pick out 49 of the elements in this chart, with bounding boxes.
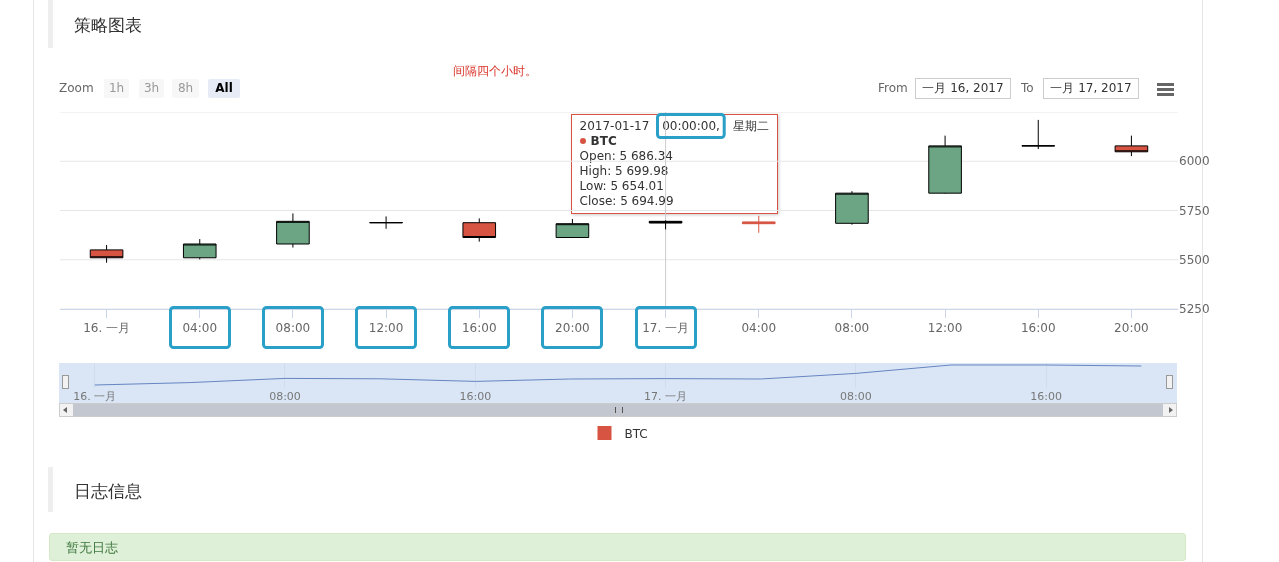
candlestick xyxy=(928,135,962,195)
x-tick-label: 08:00 xyxy=(269,390,301,403)
legend-label: BTC xyxy=(624,426,648,441)
zoom-button: 3h xyxy=(139,79,164,98)
candlestick xyxy=(555,218,590,239)
x-tick-label: 12:00 xyxy=(368,321,404,336)
x-tick-label: 16:00 xyxy=(1030,390,1063,403)
x-tick-label: 20:00 xyxy=(1114,321,1149,336)
candlestick xyxy=(89,244,124,264)
x-tick-label: 04:00 xyxy=(182,321,218,336)
x-tick-label: 20:00 xyxy=(555,321,590,336)
y-tick-label: 5750 xyxy=(1179,203,1210,218)
chart-title: 策略图表 xyxy=(74,14,142,37)
candlestick xyxy=(835,190,869,226)
candlestick xyxy=(462,217,497,243)
text: 间隔四个小时。 xyxy=(453,63,537,80)
date-input: 一月 17, 2017 xyxy=(1043,78,1139,99)
candlestick xyxy=(1021,119,1056,150)
zoom-button: 8h xyxy=(172,79,199,98)
zoom-button: All xyxy=(208,79,240,98)
text: To xyxy=(1021,81,1034,95)
x-tick-label: 16:00 xyxy=(459,390,492,403)
x-tick-label: 16:00 xyxy=(461,321,497,336)
x-tick-label: 08:00 xyxy=(840,390,872,403)
text: 暂无日志 xyxy=(66,539,118,557)
x-tick-label: 17. 一月 xyxy=(644,390,688,403)
text: 日志信息 xyxy=(74,480,142,503)
x-tick-label: 12:00 xyxy=(927,321,963,336)
candlestick xyxy=(1114,135,1149,157)
date-input: 一月 16, 2017 xyxy=(915,78,1011,99)
x-tick-label: 08:00 xyxy=(834,321,870,336)
candlestick xyxy=(369,215,403,230)
annotation: 2017-01-17 00:00:00, 星期二 BTC Open: 5 686.34 High: 5 699.98 Low: 5 654.01 Close: 5 694.99 xyxy=(570,114,778,215)
candlestick xyxy=(276,212,310,249)
y-tick-label: 6000 xyxy=(1179,154,1210,169)
y-tick-label: 5250 xyxy=(1179,302,1210,317)
x-tick-label: 16:00 xyxy=(1020,321,1056,336)
x-tick-label: 08:00 xyxy=(275,321,311,336)
text: Zoom xyxy=(59,81,94,95)
zoom-button: 1h xyxy=(104,79,129,98)
text: From xyxy=(878,81,908,95)
x-tick-label: 17. 一月 xyxy=(642,321,690,336)
candlestick xyxy=(182,238,217,260)
y-tick-label: 5500 xyxy=(1179,252,1210,267)
candlestick xyxy=(741,215,776,234)
x-tick-label: 16. 一月 xyxy=(73,390,117,403)
x-tick-label: 16. 一月 xyxy=(83,321,131,336)
x-tick-label: 04:00 xyxy=(741,321,777,336)
candlestick xyxy=(648,219,683,230)
